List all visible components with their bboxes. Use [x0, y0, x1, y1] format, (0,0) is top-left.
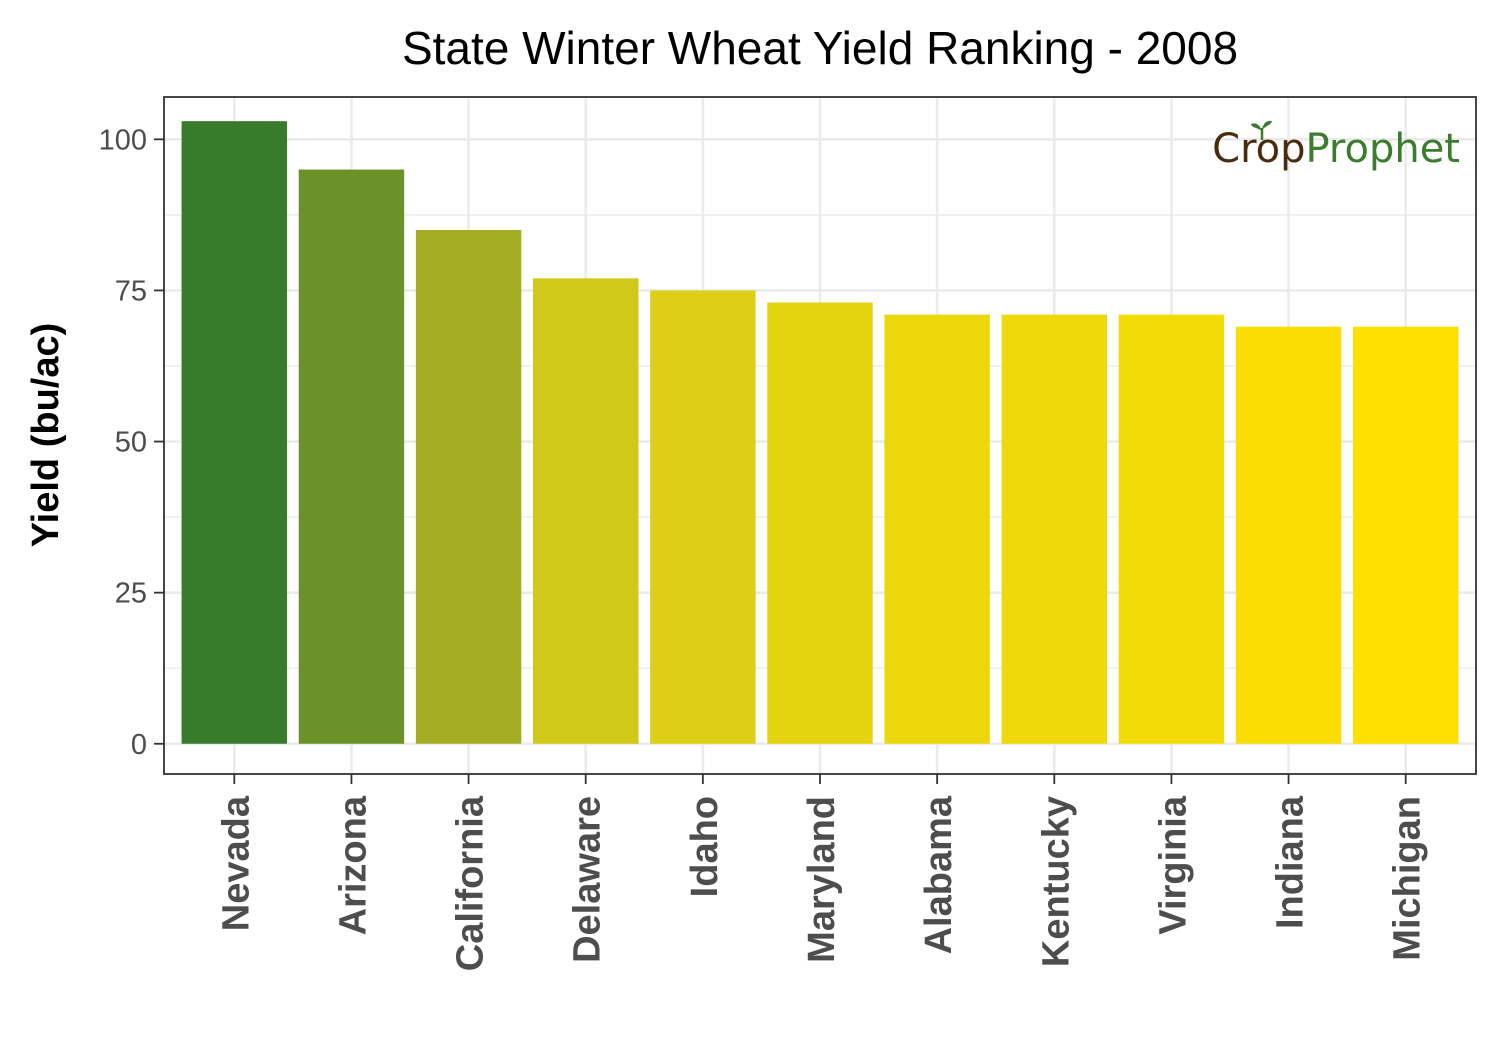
y-tick-label: 75: [115, 275, 147, 307]
y-tick-label: 25: [115, 578, 147, 610]
y-tick-label: 0: [131, 729, 147, 761]
x-tick-label-nevada: Nevada: [215, 795, 257, 931]
watermark-part1: Crop: [1212, 126, 1305, 172]
bar-arizona: [298, 169, 405, 744]
bars: [181, 121, 1459, 744]
x-tick-label-maryland: Maryland: [801, 796, 843, 963]
bar-idaho: [650, 290, 756, 744]
x-tick-label-michigan: Michigan: [1387, 796, 1429, 961]
y-tick-label: 50: [115, 427, 147, 459]
bar-virginia: [1118, 314, 1225, 744]
y-axis-label: Yield (bu/ac): [25, 323, 67, 548]
x-tick-label-arizona: Arizona: [332, 795, 374, 935]
bar-michigan: [1353, 326, 1459, 744]
bar-maryland: [767, 302, 873, 744]
watermark-part2: Prophet: [1306, 126, 1461, 172]
y-tick-label: 100: [99, 124, 147, 156]
y-axis: 0 25 50 75 100: [99, 124, 164, 761]
x-tick-label-kentucky: Kentucky: [1035, 796, 1077, 967]
bar-alabama: [884, 314, 990, 744]
bar-california: [415, 229, 522, 744]
bar-delaware: [533, 278, 639, 744]
x-tick-label-idaho: Idaho: [684, 796, 726, 897]
x-tick-label-alabama: Alabama: [918, 795, 960, 954]
bar-kentucky: [1001, 314, 1107, 744]
svg-text:CropProphet: CropProphet: [1212, 126, 1460, 172]
sprout-icon: [1251, 120, 1272, 140]
x-axis: Nevada Arizona California Delaware Idaho Mary…: [215, 774, 1429, 971]
crop-prophet-watermark: CropProphet: [1212, 120, 1460, 172]
x-tick-label-california: California: [450, 795, 492, 971]
bar-indiana: [1235, 326, 1342, 744]
x-tick-label-delaware: Delaware: [567, 796, 609, 963]
x-tick-label-indiana: Indiana: [1270, 795, 1312, 929]
bar-nevada: [181, 121, 287, 744]
chart-title: State Winter Wheat Yield Ranking - 2008: [402, 22, 1238, 74]
x-tick-label-virginia: Virginia: [1152, 795, 1194, 935]
